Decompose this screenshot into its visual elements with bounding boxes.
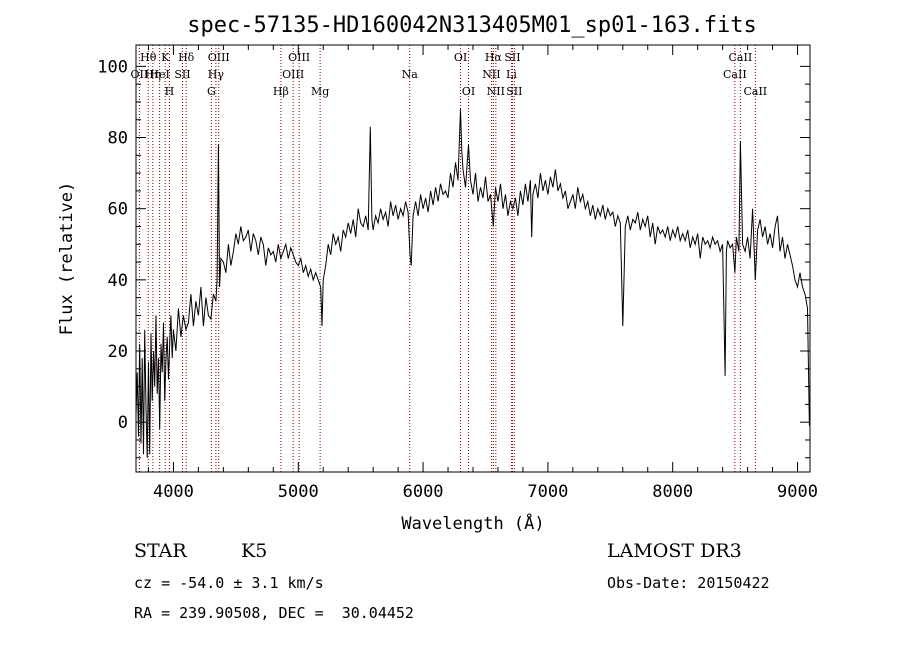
x-tick-label: 9000 (777, 482, 818, 502)
emission-line-label: G (207, 85, 216, 98)
chart-title: spec-57135-HD160042N313405M01_sp01-163.f… (187, 13, 757, 38)
emission-line-label: CaII (729, 51, 753, 64)
emission-line-label: Hη (145, 68, 161, 81)
x-tick-label: 7000 (527, 482, 568, 502)
coordinates-text: RA = 239.90508, DEC = 30.04452 (134, 604, 414, 622)
y-tick-label: 0 (118, 413, 128, 433)
x-axis-label: Wavelength (Å) (401, 512, 544, 534)
emission-line-label: OI (454, 51, 467, 64)
emission-line-label: Hδ (178, 51, 195, 64)
emission-line-label: H (165, 85, 175, 98)
y-tick-label: 60 (108, 200, 128, 220)
obs-date: Obs-Date: 20150422 (607, 574, 770, 592)
emission-line-label: Hβ (273, 85, 289, 98)
emission-line-label: Li (506, 68, 517, 81)
emission-line-label: Mg (311, 85, 329, 98)
emission-line-label: Hα (485, 51, 503, 64)
emission-line-label: OIII (288, 51, 310, 64)
emission-line-label: Hθ (140, 51, 157, 64)
spectral-subclass: K5 (241, 540, 268, 562)
emission-line-label: OIII (208, 51, 230, 64)
emission-line-label: CaII (743, 85, 767, 98)
y-tick-label: 80 (108, 129, 128, 149)
emission-line-label: SII (504, 51, 520, 64)
x-tick-label: 8000 (652, 482, 693, 502)
x-tick-label: 6000 (403, 482, 444, 502)
object-class: STAR (134, 540, 187, 562)
emission-line-label: OII (131, 68, 149, 81)
emission-line-label: Na (402, 68, 419, 81)
y-tick-label: 40 (108, 271, 128, 291)
emission-line-label: OIII (282, 68, 304, 81)
emission-line-label: NII (482, 68, 500, 81)
emission-line-label: K (161, 51, 170, 64)
spectrum-line (135, 109, 810, 458)
emission-line-label: SII (174, 68, 190, 81)
x-tick-label: 4000 (153, 482, 194, 502)
redshift-text: cz = -54.0 ± 3.1 km/s (134, 574, 324, 592)
emission-line-label: SII (506, 85, 522, 98)
y-tick-label: 100 (97, 57, 128, 77)
x-tick-label: 5000 (278, 482, 319, 502)
emission-line-label: OI (462, 85, 475, 98)
y-axis-label: Flux (relative) (57, 182, 77, 336)
y-tick-label: 20 (108, 342, 128, 362)
emission-line-label: NII (487, 85, 505, 98)
emission-line-label: Hγ (208, 68, 225, 81)
survey-name: LAMOST DR3 (607, 540, 742, 562)
emission-line-label: CaII (723, 68, 747, 81)
plot-frame (135, 44, 811, 473)
emission-line-label: HeI (149, 68, 169, 81)
